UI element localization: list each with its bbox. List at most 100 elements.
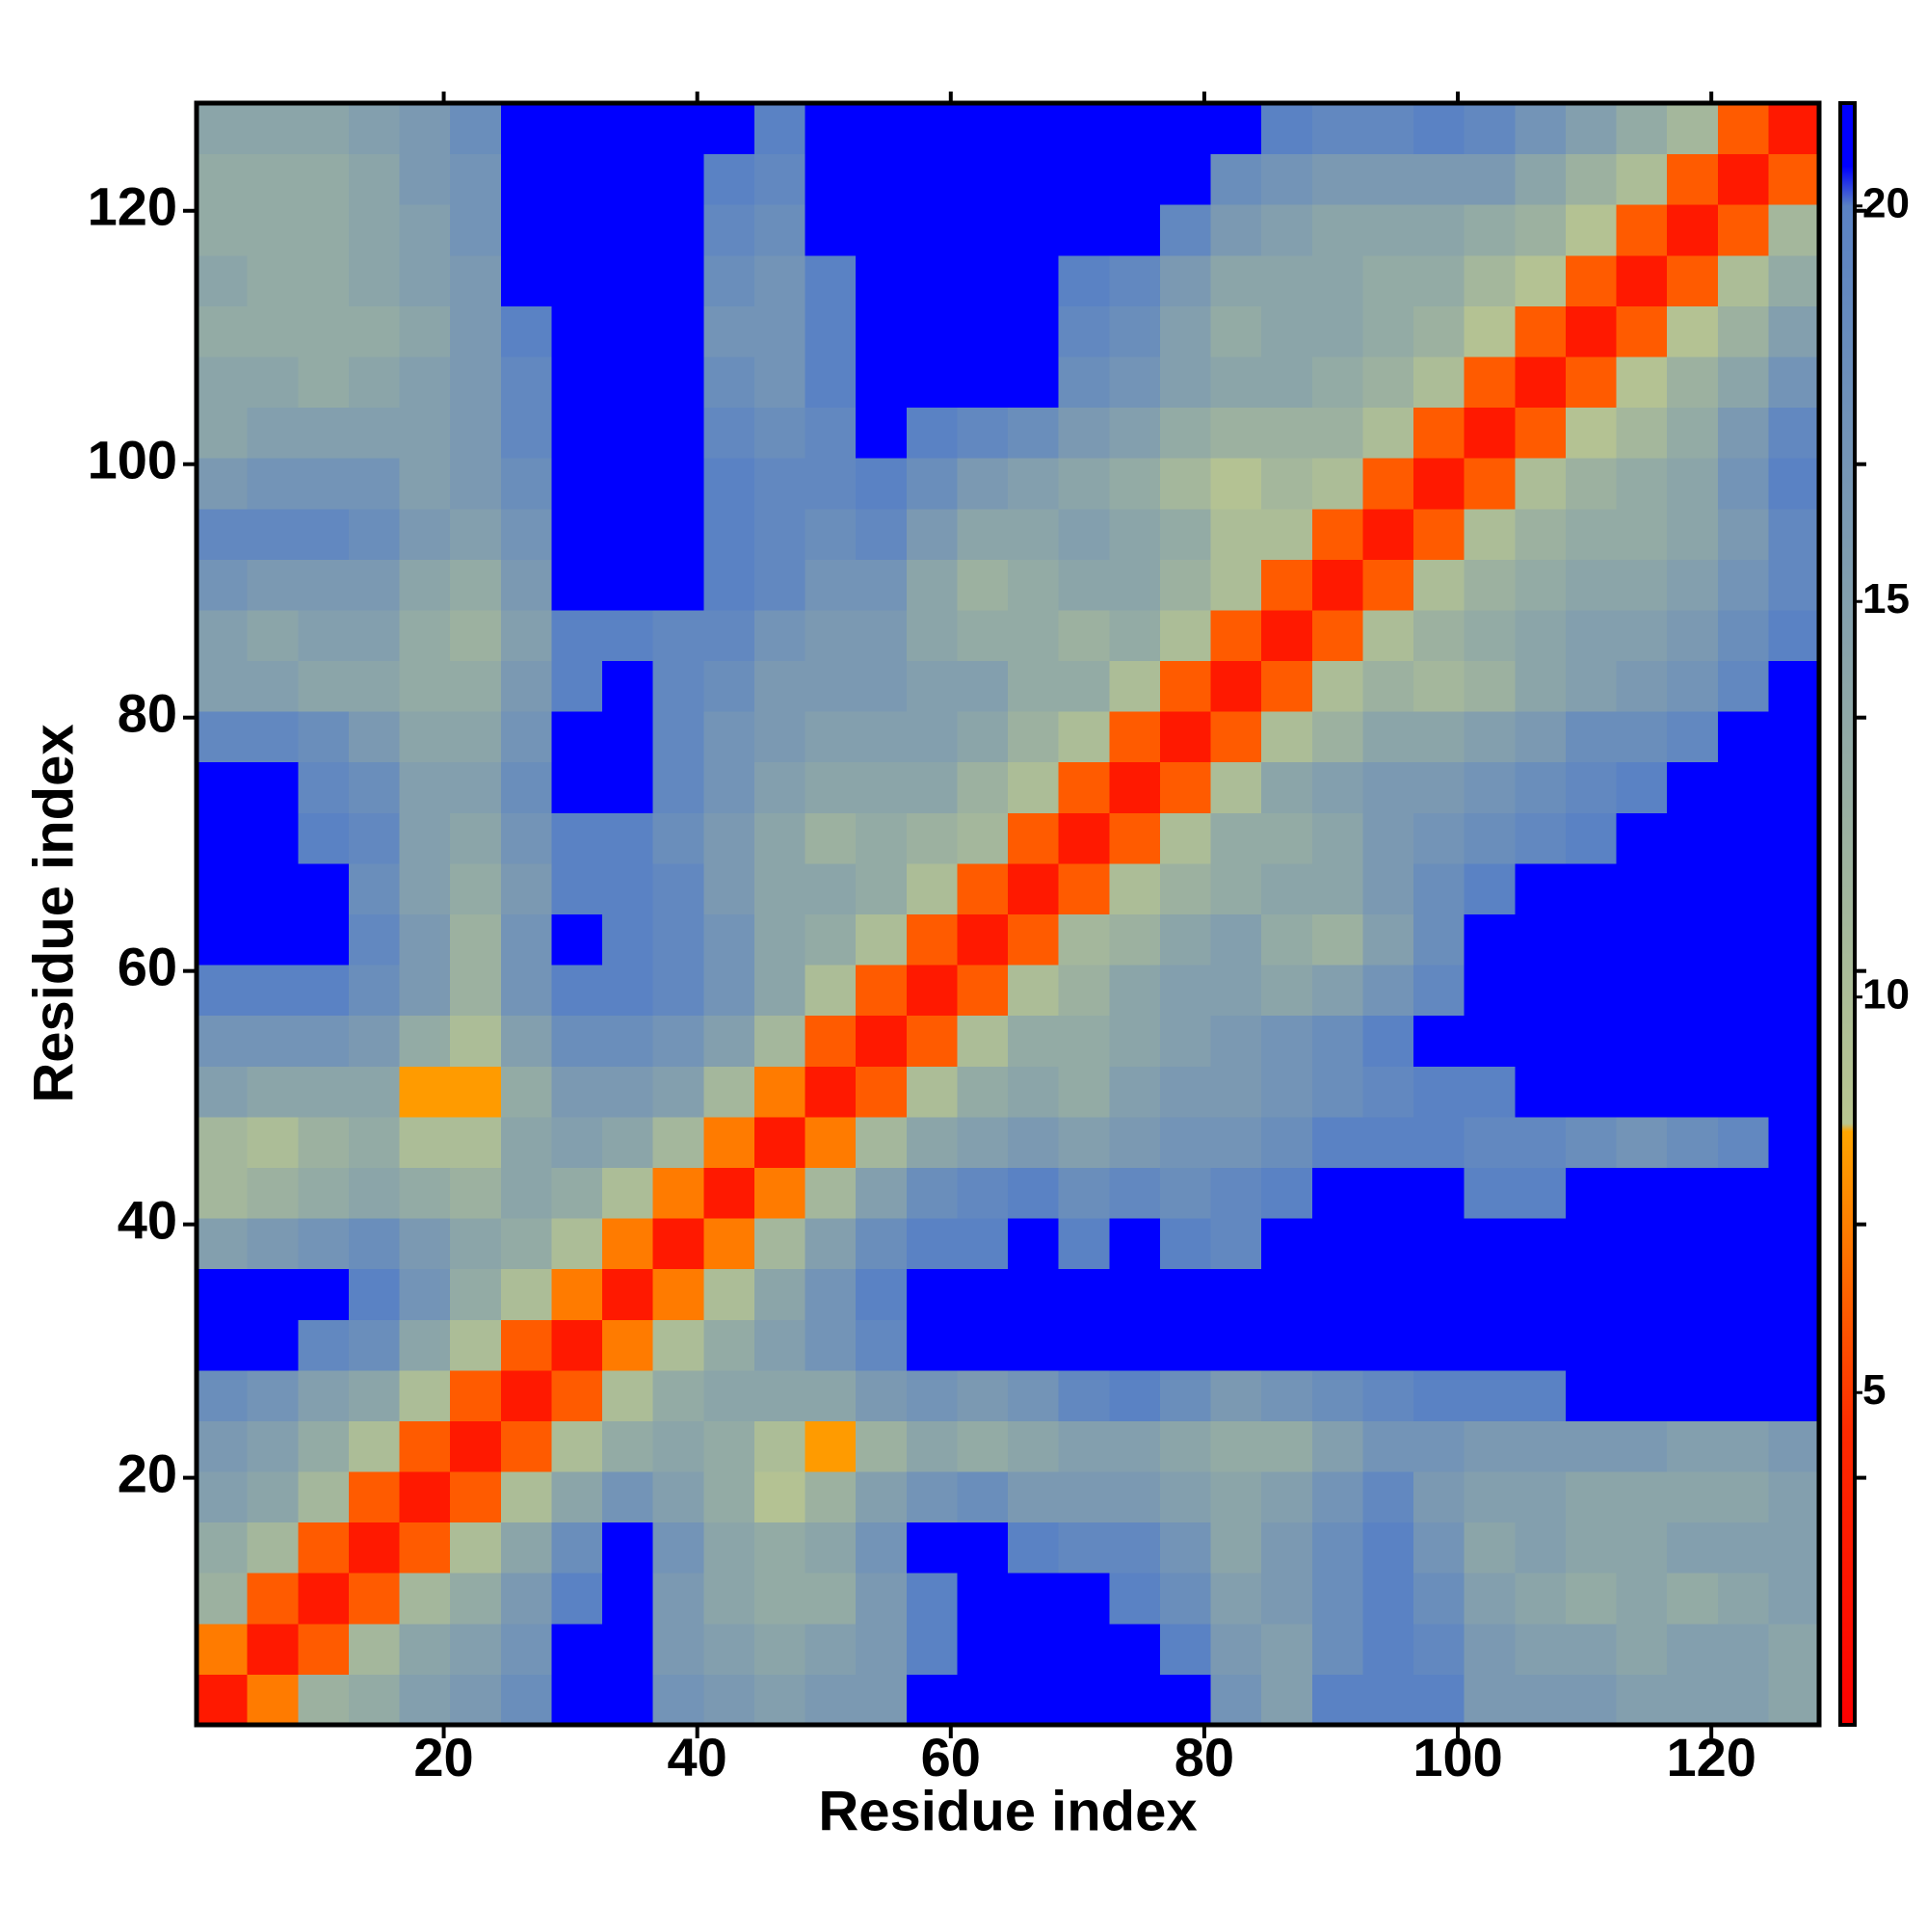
heatmap-cell bbox=[197, 1522, 249, 1574]
heatmap-cell bbox=[1311, 508, 1363, 560]
heatmap-cell bbox=[500, 153, 552, 205]
heatmap-cell bbox=[551, 1167, 603, 1219]
heatmap-cell bbox=[551, 1573, 603, 1625]
heatmap-cell bbox=[247, 1319, 299, 1371]
heatmap-cell bbox=[1464, 254, 1516, 306]
heatmap-cell bbox=[1565, 761, 1617, 813]
heatmap-cell bbox=[1515, 660, 1567, 712]
heatmap-cell bbox=[703, 1420, 755, 1472]
heatmap-cell bbox=[856, 204, 908, 256]
heatmap-cell bbox=[1616, 1015, 1668, 1067]
heatmap-cell bbox=[753, 913, 805, 966]
heatmap-cell bbox=[197, 407, 249, 459]
heatmap-cell bbox=[1109, 153, 1161, 205]
heatmap-cell bbox=[652, 305, 704, 357]
heatmap-cell bbox=[1413, 913, 1465, 966]
heatmap-cell bbox=[551, 458, 603, 510]
heatmap-cell bbox=[450, 812, 502, 864]
heatmap-cell bbox=[1565, 913, 1617, 966]
heatmap-cell bbox=[602, 153, 654, 205]
heatmap-cell bbox=[197, 1116, 249, 1168]
heatmap-cell bbox=[1311, 812, 1363, 864]
heatmap-cell bbox=[753, 559, 805, 611]
heatmap-cell bbox=[500, 660, 552, 712]
heatmap-cell bbox=[1109, 1218, 1161, 1270]
heatmap-cell bbox=[1109, 508, 1161, 560]
heatmap-cell bbox=[602, 862, 654, 914]
heatmap-cell bbox=[652, 1369, 704, 1421]
heatmap-cell bbox=[298, 1116, 350, 1168]
heatmap-cell bbox=[551, 1319, 603, 1371]
heatmap-cell bbox=[1008, 761, 1060, 813]
heatmap-cell bbox=[1464, 913, 1516, 966]
heatmap-cell bbox=[1413, 103, 1465, 155]
heatmap-cell bbox=[1768, 1116, 1820, 1168]
heatmap-cell bbox=[602, 1319, 654, 1371]
heatmap-cell bbox=[1362, 458, 1414, 510]
heatmap-cell bbox=[906, 356, 958, 409]
colorbar-tick-label: 5 bbox=[1862, 1366, 1886, 1414]
heatmap-cell bbox=[1109, 1015, 1161, 1067]
heatmap-cell bbox=[1515, 1369, 1567, 1421]
heatmap-cell bbox=[856, 559, 908, 611]
heatmap-cell bbox=[298, 1420, 350, 1472]
heatmap-cell bbox=[1210, 1167, 1262, 1219]
heatmap-cell bbox=[1261, 356, 1313, 409]
heatmap-cell bbox=[1565, 1268, 1617, 1320]
heatmap-cell bbox=[753, 153, 805, 205]
heatmap-cell bbox=[1464, 1116, 1516, 1168]
heatmap-cell bbox=[551, 305, 603, 357]
heatmap-cell bbox=[197, 965, 249, 1017]
heatmap-cell bbox=[197, 660, 249, 712]
heatmap-cell bbox=[856, 1066, 908, 1118]
y-tick-label: 60 bbox=[118, 936, 177, 996]
heatmap-cell bbox=[247, 609, 299, 662]
heatmap-cell bbox=[450, 204, 502, 256]
heatmap-cell bbox=[1616, 1420, 1668, 1472]
heatmap-cell bbox=[348, 153, 400, 205]
heatmap-cell bbox=[856, 862, 908, 914]
heatmap-cell bbox=[1008, 812, 1060, 864]
heatmap-cell bbox=[1667, 305, 1719, 357]
heatmap-cell bbox=[551, 1623, 603, 1675]
heatmap-cell bbox=[1362, 913, 1414, 966]
heatmap-cell bbox=[1717, 913, 1769, 966]
heatmap-cell bbox=[856, 1369, 908, 1421]
heatmap-cell bbox=[1667, 1319, 1719, 1371]
heatmap-cell bbox=[1616, 711, 1668, 763]
heatmap-cell bbox=[703, 356, 755, 409]
heatmap-cell bbox=[450, 761, 502, 813]
heatmap-cell bbox=[348, 458, 400, 510]
heatmap-cell bbox=[805, 407, 857, 459]
heatmap-cell bbox=[500, 1471, 552, 1523]
heatmap-cell bbox=[1008, 1066, 1060, 1118]
heatmap-cell bbox=[298, 559, 350, 611]
heatmap-cell bbox=[399, 559, 451, 611]
heatmap-cell bbox=[805, 204, 857, 256]
heatmap-cell bbox=[1058, 1369, 1110, 1421]
heatmap-cell bbox=[1565, 254, 1617, 306]
heatmap-cell bbox=[247, 965, 299, 1017]
heatmap-cell bbox=[753, 660, 805, 712]
heatmap-cell bbox=[1616, 204, 1668, 256]
heatmap-cell bbox=[399, 1116, 451, 1168]
heatmap-cell bbox=[1008, 1471, 1060, 1523]
heatmap-cell bbox=[906, 407, 958, 459]
heatmap-cell bbox=[1159, 812, 1211, 864]
heatmap-cell bbox=[703, 1167, 755, 1219]
heatmap-cell bbox=[1159, 1674, 1211, 1726]
heatmap-cell bbox=[1515, 1420, 1567, 1472]
heatmap-cell bbox=[602, 407, 654, 459]
y-tick-label: 100 bbox=[88, 430, 177, 490]
heatmap-cell bbox=[1109, 913, 1161, 966]
heatmap-cell bbox=[1515, 913, 1567, 966]
heatmap-cell bbox=[1311, 407, 1363, 459]
heatmap-cell bbox=[753, 1218, 805, 1270]
heatmap-cell bbox=[1413, 965, 1465, 1017]
heatmap-cell bbox=[1362, 153, 1414, 205]
heatmap-cell bbox=[247, 153, 299, 205]
heatmap-cell bbox=[1667, 1268, 1719, 1320]
heatmap-cell bbox=[1413, 711, 1465, 763]
heatmap-cell bbox=[1311, 913, 1363, 966]
heatmap-cell bbox=[399, 1573, 451, 1625]
